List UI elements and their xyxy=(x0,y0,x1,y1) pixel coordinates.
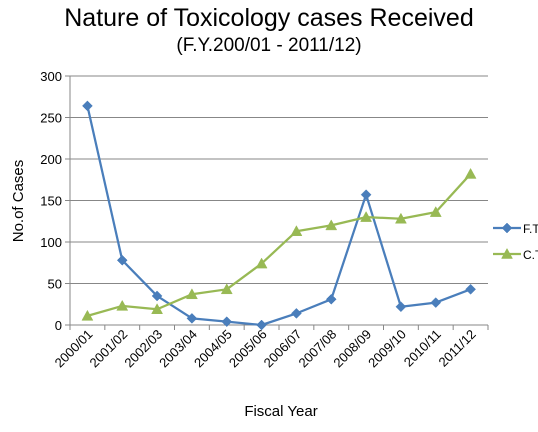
data-point xyxy=(185,288,198,300)
legend-swatch-marker xyxy=(501,247,513,259)
x-tick-labels: 2000/012001/022002/032003/042004/052005/… xyxy=(52,327,479,371)
data-point xyxy=(429,206,442,217)
data-point xyxy=(81,309,94,321)
legend-label: C.Tox xyxy=(523,248,538,262)
y-tick-labels: 0 50 100 150 200 250 300 xyxy=(40,69,62,333)
x-tick-label: 2004/05 xyxy=(191,327,235,371)
x-tick-label: 2010/11 xyxy=(401,327,444,370)
data-point xyxy=(221,316,233,328)
axes xyxy=(69,76,489,330)
x-tick-label: 2001/02 xyxy=(87,327,131,371)
x-tick-label: 2000/01 xyxy=(52,327,96,371)
gridlines xyxy=(65,75,488,326)
y-tick-label: 250 xyxy=(40,111,62,126)
data-point xyxy=(256,319,267,331)
data-point xyxy=(325,293,337,305)
x-tick-label: 2005/06 xyxy=(226,327,270,371)
data-point xyxy=(151,290,163,302)
x-tick-label: 2007/08 xyxy=(296,327,340,371)
data-point xyxy=(465,283,476,295)
data-point xyxy=(360,211,373,222)
legend-entry: F.Tox xyxy=(493,222,538,236)
chart-title: Nature of Toxicology cases Received xyxy=(64,4,474,32)
y-tick-label: 200 xyxy=(40,152,62,167)
data-point xyxy=(291,308,302,319)
legend-entry: C.Tox xyxy=(493,247,538,262)
y-tick-label: 50 xyxy=(48,277,62,292)
legend-swatch-marker xyxy=(501,222,513,234)
data-point xyxy=(116,254,128,266)
legend-label: F.Tox xyxy=(523,222,538,236)
x-tick-label: 2011/12 xyxy=(436,327,479,370)
data-point xyxy=(464,167,477,179)
data-point xyxy=(395,301,407,313)
x-tick-label: 2003/04 xyxy=(156,327,200,371)
y-axis-label: No.of Cases xyxy=(10,160,27,243)
y-tick-label: 0 xyxy=(55,318,62,333)
data-point xyxy=(82,100,93,112)
x-tick-label: 2006/07 xyxy=(261,327,305,371)
data-point xyxy=(290,225,303,236)
x-tick-label: 2002/03 xyxy=(121,327,165,371)
x-axis-label: Fiscal Year xyxy=(244,403,317,420)
y-tick-label: 150 xyxy=(40,194,62,209)
y-tick-label: 300 xyxy=(40,69,62,84)
legend: F.Tox C.Tox xyxy=(493,222,538,262)
data-point xyxy=(151,303,164,314)
data-point xyxy=(430,297,442,308)
series-group xyxy=(81,100,477,331)
chart-subtitle: (F.Y.200/01 - 2011/12) xyxy=(176,35,362,56)
data-point xyxy=(394,212,407,224)
series-c-tox xyxy=(81,167,477,321)
series-line xyxy=(86,105,471,327)
y-tick-label: 100 xyxy=(40,235,62,250)
data-point xyxy=(325,219,338,231)
data-point xyxy=(360,189,372,201)
data-point xyxy=(116,299,129,311)
data-point xyxy=(255,257,268,269)
x-tick-label: 2008/09 xyxy=(330,327,374,371)
data-point xyxy=(220,283,233,295)
series-line xyxy=(87,173,472,317)
data-point xyxy=(186,313,198,324)
series-f-tox xyxy=(82,100,476,331)
x-tick-label: 2009/10 xyxy=(365,327,409,371)
